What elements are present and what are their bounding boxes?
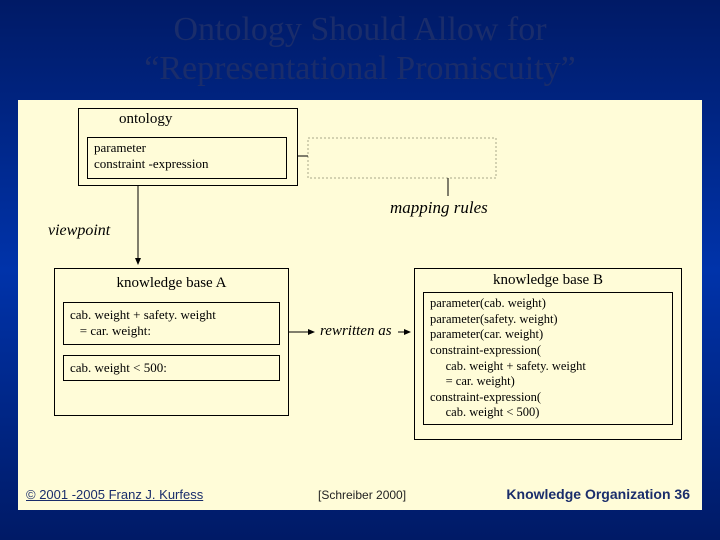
- citation: [Schreiber 2000]: [318, 488, 406, 502]
- page-label: Knowledge Organization 36: [506, 486, 690, 502]
- title-line2: “Representational Promiscuity”: [144, 50, 576, 87]
- content-panel: ontology parameter constraint -expressio…: [18, 100, 702, 510]
- viewpoint-label: viewpoint: [48, 222, 110, 240]
- kb-a-inner1-text: cab. weight + safety. weight = car. weig…: [70, 307, 273, 340]
- ontology-inner-text: parameter constraint -expression: [94, 140, 280, 173]
- kb-a-label: knowledge base A: [59, 273, 284, 300]
- copyright: © 2001 -2005 Franz J. Kurfess: [26, 487, 203, 502]
- knowledge-base-b-box: knowledge base B parameter(cab. weight) …: [414, 268, 682, 440]
- kb-b-inner-text: parameter(cab. weight) parameter(safety.…: [430, 296, 666, 421]
- rewritten-as-label: rewritten as: [320, 323, 392, 340]
- mapping-rules-label: mapping rules: [390, 198, 488, 218]
- slide-title: Ontology Should Allow for “Representatio…: [0, 0, 720, 92]
- kb-a-inner1: cab. weight + safety. weight = car. weig…: [63, 302, 280, 345]
- knowledge-base-a-box: knowledge base A cab. weight + safety. w…: [54, 268, 289, 416]
- kb-b-label: knowledge base B: [417, 271, 679, 292]
- ontology-label: ontology: [119, 111, 172, 128]
- title-line1: Ontology Should Allow for: [173, 11, 546, 48]
- kb-a-inner2-text: cab. weight < 500:: [70, 360, 273, 376]
- kb-a-inner2: cab. weight < 500:: [63, 355, 280, 381]
- kb-b-inner: parameter(cab. weight) parameter(safety.…: [423, 292, 673, 425]
- ontology-inner: parameter constraint -expression: [87, 137, 287, 179]
- ontology-box: ontology parameter constraint -expressio…: [78, 108, 298, 186]
